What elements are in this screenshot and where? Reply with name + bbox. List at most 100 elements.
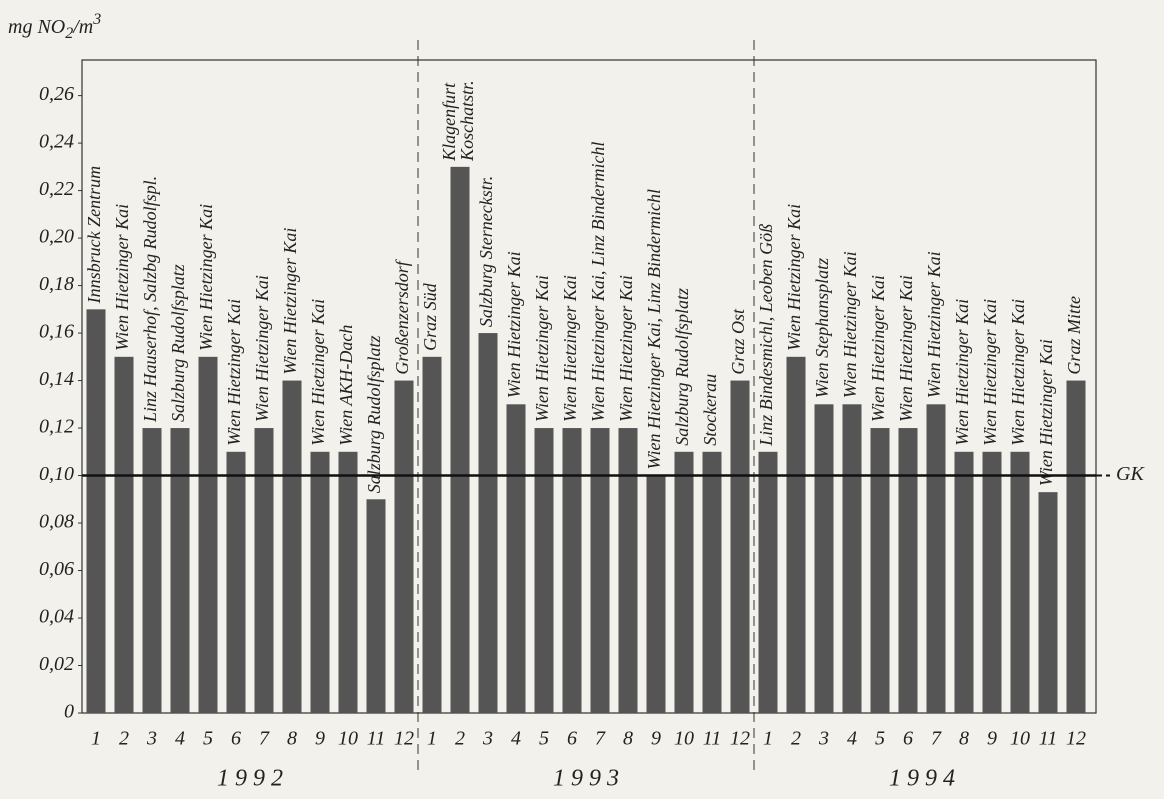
x-tick-label: 3 <box>818 728 829 750</box>
x-tick-label: 11 <box>367 728 386 750</box>
x-tick-label: 3 <box>482 728 493 750</box>
x-tick-label: 1 <box>91 728 101 750</box>
bar-label: Wien Hietzinger Kai <box>980 299 1000 446</box>
y-tick-label: 0,08 <box>39 511 74 533</box>
bar-label: Wien Hietzinger Kai <box>896 275 916 422</box>
bar-label: Wien Hietzinger Kai <box>1008 299 1028 446</box>
bar-label: Wien Hietzinger Kai <box>1036 339 1056 486</box>
bar-label: Linz Bindesmichl, Leoben Göß <box>756 224 776 447</box>
y-tick-label: 0 <box>64 701 74 723</box>
y-label-sub: 2 <box>65 25 73 42</box>
bar <box>1010 451 1030 713</box>
bar <box>254 428 274 713</box>
bar-label: Salzburg Sterneckstr. <box>476 176 496 327</box>
bar-label: Wien Hietzinger Kai <box>952 299 972 446</box>
bar <box>786 356 806 713</box>
bar-label: Wien Stephansplatz <box>812 258 832 399</box>
x-tick-label: 1 <box>763 728 773 750</box>
x-tick-label: 11 <box>703 728 722 750</box>
bar-label: Innsbruck Zentrum <box>84 166 104 305</box>
bar <box>646 475 666 713</box>
x-tick-label: 8 <box>623 728 633 750</box>
x-tick-label: 7 <box>595 728 606 750</box>
bar <box>870 428 890 713</box>
bar-label: Salzburg Rudolfsplatz <box>364 335 384 493</box>
x-tick-label: 12 <box>1066 728 1086 750</box>
x-tick-label: 8 <box>287 728 297 750</box>
year-label: 1 9 9 4 <box>889 766 955 792</box>
bar-label: Wien Hietzinger Kai, Linz Bindermichl <box>644 189 664 470</box>
y-tick-label: 0,06 <box>39 558 74 580</box>
x-tick-label: 12 <box>394 728 414 750</box>
bar <box>86 309 106 713</box>
x-tick-label: 6 <box>567 728 577 750</box>
bar <box>142 428 162 713</box>
bar <box>366 499 386 713</box>
bar-label: Wien Hietzinger Kai <box>504 251 524 398</box>
bar-label: Wien Hietzinger Kai <box>560 275 580 422</box>
bar-label: Graz Mitte <box>1064 296 1084 375</box>
y-tick-label: 0,20 <box>39 226 74 248</box>
x-tick-label: 12 <box>730 728 750 750</box>
y-label-part: /m <box>72 16 93 38</box>
y-tick-label: 0,04 <box>39 606 74 628</box>
y-tick-label: 0,24 <box>39 131 74 153</box>
bar-label: Linz Hauserhof, Salzbg Rudolfspl. <box>140 176 160 423</box>
bar <box>674 451 694 713</box>
x-tick-label: 7 <box>259 728 270 750</box>
bar <box>562 428 582 713</box>
bar-label: Koschatstr. <box>457 80 477 162</box>
bar <box>1038 492 1058 713</box>
x-tick-label: 7 <box>931 728 942 750</box>
y-tick-label: 0,14 <box>39 368 74 390</box>
x-tick-label: 6 <box>231 728 241 750</box>
x-tick-label: 10 <box>674 728 694 750</box>
x-tick-label: 2 <box>119 728 129 750</box>
y-tick-label: 0,10 <box>39 463 74 485</box>
bar <box>198 356 218 713</box>
y-tick-label: 0,18 <box>39 273 74 295</box>
bar-label: Salzburg Rudolfsplatz <box>672 288 692 446</box>
y-label-sup: 3 <box>92 11 101 28</box>
bar-label: Wien Hietzinger Kai <box>308 299 328 446</box>
x-tick-label: 10 <box>338 728 358 750</box>
bar-label: Wien Hietzinger Kai, Linz Bindermichl <box>588 142 608 423</box>
bar <box>422 356 442 713</box>
bar <box>842 404 862 713</box>
x-tick-label: 9 <box>651 728 661 750</box>
bar <box>702 451 722 713</box>
bar-label: Wien Hietzinger Kai <box>840 251 860 398</box>
y-tick-label: 0,26 <box>39 83 74 105</box>
bar-label: Salzburg Rudolfsplatz <box>168 264 188 422</box>
bar <box>590 428 610 713</box>
bar <box>114 356 134 713</box>
bar <box>282 380 302 713</box>
bar <box>926 404 946 713</box>
bar <box>170 428 190 713</box>
bar-label: Wien Hietzinger Kai <box>112 204 132 351</box>
bar-label: Wien Hietzinger Kai <box>196 204 216 351</box>
bar <box>226 451 246 713</box>
x-tick-label: 5 <box>539 728 549 750</box>
bar-label: Wien Hietzinger Kai <box>868 275 888 422</box>
reference-label: GK <box>1116 463 1145 485</box>
x-tick-label: 4 <box>175 728 185 750</box>
x-tick-label: 9 <box>987 728 997 750</box>
y-tick-label: 0,22 <box>39 178 74 200</box>
x-tick-label: 4 <box>847 728 857 750</box>
bar <box>478 333 498 713</box>
x-tick-label: 10 <box>1010 728 1030 750</box>
x-tick-label: 1 <box>427 728 437 750</box>
bar-label: Wien Hietzinger Kai <box>224 299 244 446</box>
y-tick-label: 0,12 <box>39 416 74 438</box>
bar <box>898 428 918 713</box>
bar-label: Wien Hietzinger Kai <box>784 204 804 351</box>
bar <box>758 451 778 713</box>
bar-label: Klagenfurt <box>439 82 459 162</box>
y-tick-label: 0,02 <box>39 653 74 675</box>
x-tick-label: 5 <box>875 728 885 750</box>
bar-label: Wien Hietzinger Kai <box>616 275 636 422</box>
bar <box>310 451 330 713</box>
y-tick-label: 0,16 <box>39 321 74 343</box>
